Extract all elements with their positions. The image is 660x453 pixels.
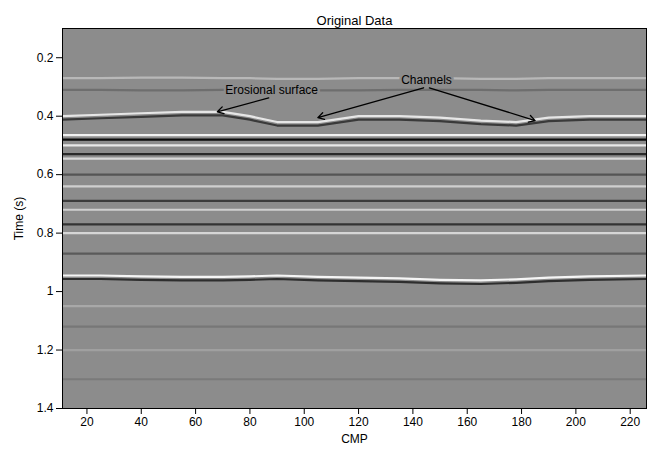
svg-text:220: 220 — [620, 415, 640, 429]
svg-text:140: 140 — [403, 415, 423, 429]
svg-text:1.2: 1.2 — [37, 343, 54, 357]
svg-text:200: 200 — [566, 415, 586, 429]
svg-text:1: 1 — [47, 284, 54, 298]
svg-text:40: 40 — [135, 415, 149, 429]
svg-text:160: 160 — [457, 415, 477, 429]
svg-text:80: 80 — [243, 415, 257, 429]
svg-text:Erosional surface: Erosional surface — [225, 83, 318, 97]
svg-text:0.8: 0.8 — [37, 226, 54, 240]
svg-text:100: 100 — [294, 415, 314, 429]
svg-text:20: 20 — [80, 415, 94, 429]
svg-text:1.4: 1.4 — [37, 401, 54, 415]
svg-text:Channels: Channels — [401, 73, 452, 87]
svg-text:0.2: 0.2 — [37, 51, 54, 65]
svg-text:60: 60 — [189, 415, 203, 429]
svg-text:120: 120 — [349, 415, 369, 429]
svg-text:CMP: CMP — [341, 432, 368, 446]
svg-text:Time (s): Time (s) — [12, 197, 26, 241]
svg-text:180: 180 — [512, 415, 532, 429]
svg-text:Original Data: Original Data — [317, 13, 394, 28]
svg-text:0.6: 0.6 — [37, 167, 54, 181]
svg-text:0.4: 0.4 — [37, 109, 54, 123]
